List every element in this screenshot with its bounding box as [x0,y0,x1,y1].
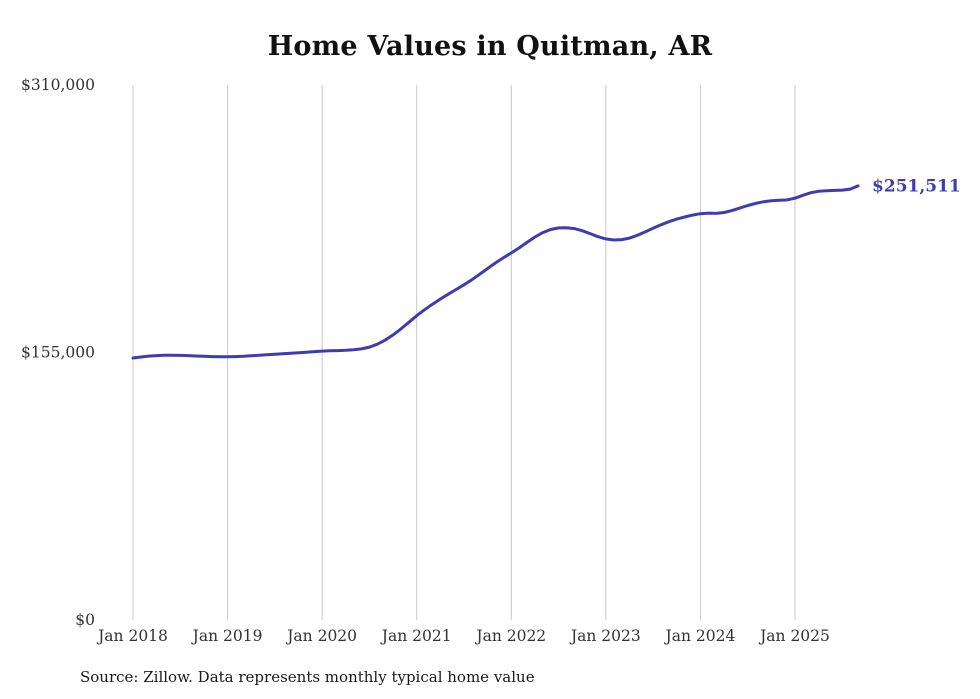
x-tick-label: Jan 2020 [285,627,357,645]
y-tick-label: $310,000 [21,76,95,94]
y-tick-label: $155,000 [21,344,95,362]
x-tick-label: Jan 2021 [380,627,452,645]
x-tick-label: Jan 2019 [191,627,263,645]
source-note: Source: Zillow. Data represents monthly … [80,668,535,686]
x-tick-label: Jan 2022 [474,627,546,645]
x-tick-label: Jan 2018 [96,627,168,645]
x-tick-label: Jan 2024 [664,627,736,645]
x-tick-label: Jan 2023 [569,627,641,645]
chart-title: Home Values in Quitman, AR [267,31,713,62]
home-value-line-series [131,184,860,360]
latest-value-label: $251,511 [872,176,961,196]
y-tick-label: $0 [75,611,95,629]
x-tick-label: Jan 2025 [758,627,830,645]
